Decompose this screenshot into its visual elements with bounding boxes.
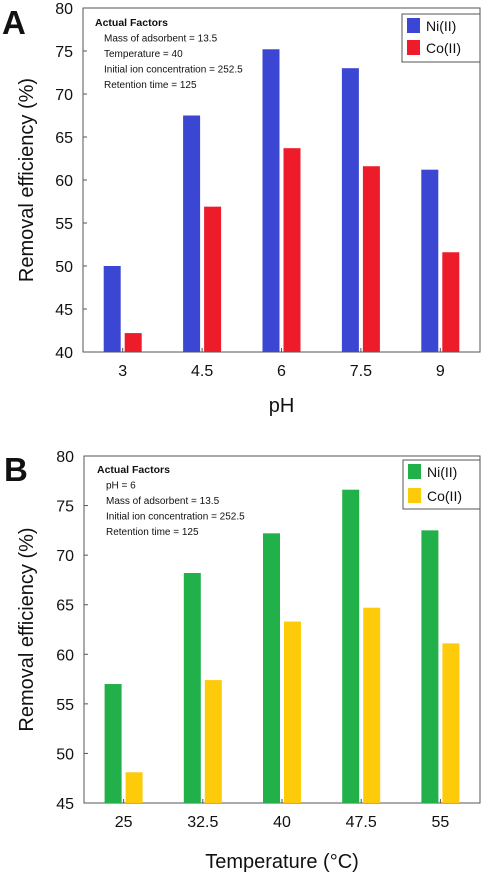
x-tick-label: 55: [432, 814, 450, 831]
bar-co: [442, 643, 460, 803]
bar-ni: [183, 572, 201, 803]
annotation-title: Actual Factors: [97, 464, 170, 476]
legend-swatch: [407, 18, 420, 33]
y-tick-label: 80: [55, 1, 73, 18]
plot-frame: [82, 7, 481, 353]
panel-letter: B: [4, 451, 28, 488]
y-tick-label: 55: [56, 697, 74, 714]
legend-label: Ni(II): [426, 18, 456, 34]
bar-co: [284, 621, 301, 803]
panel-a: A 40 45 50 55 60 65 70 75 80 3 4.5 6 7.5 9 pH Removal ef…: [2, 1, 481, 417]
x-tick-label: 4.5: [191, 363, 213, 380]
bar-ni: [421, 530, 439, 803]
bar-co: [363, 607, 381, 803]
legend-swatch: [407, 40, 420, 55]
y-tick-label: 60: [56, 647, 74, 664]
y-tick-label: 70: [55, 87, 73, 104]
bar-ni: [103, 266, 121, 352]
x-tick-label: 47.5: [346, 814, 377, 831]
annotation-line: Retention time = 125: [106, 527, 199, 538]
annotation-line: Mass of adsorbent = 13.5: [104, 34, 218, 45]
y-tick-label: 60: [55, 173, 73, 190]
y-tick-label: 80: [56, 449, 74, 466]
bar-co: [442, 252, 460, 352]
y-tick-label: 50: [56, 746, 74, 763]
legend-label: Ni(II): [427, 464, 457, 480]
y-tick-label: 45: [55, 302, 73, 319]
bar-co: [124, 333, 142, 352]
y-tick-label: 40: [55, 345, 73, 362]
x-tick-label: 9: [436, 363, 445, 380]
y-tick-label: 65: [56, 598, 74, 615]
bar-ni: [183, 115, 201, 352]
annotation-line: Retention time = 125: [104, 80, 197, 91]
panel-b: B 45 50 55 60 65 70 75 80 25 32.5 40 47.5 55 Temperatu…: [4, 449, 481, 873]
y-tick-label: 75: [56, 499, 74, 516]
y-tick-label: 55: [55, 216, 73, 233]
bar-ni: [104, 684, 122, 803]
x-tick-label: 40: [273, 814, 291, 831]
bar-co: [283, 148, 301, 352]
x-axis-label: Temperature (°C): [205, 851, 359, 873]
bar-ni: [263, 533, 280, 803]
legend-label: Co(II): [426, 40, 461, 56]
legend-swatch: [408, 464, 421, 479]
bar-ni: [262, 49, 280, 352]
annotation-line: Initial ion concentration = 252.5: [104, 65, 243, 76]
bar-co: [204, 680, 222, 803]
y-axis-label: Removal efficiency (%): [16, 527, 38, 731]
annotation-line: Mass of adsorbent = 13.5: [106, 496, 220, 507]
x-tick-label: 6: [277, 363, 286, 380]
y-tick-label: 45: [56, 796, 74, 813]
bar-ni: [342, 489, 360, 803]
legend-swatch: [408, 488, 421, 503]
y-axis-label: Removal efficiency (%): [16, 78, 38, 282]
x-tick-label: 3: [118, 363, 127, 380]
bar-co: [204, 206, 222, 352]
annotation-line: pH = 6: [106, 481, 136, 492]
legend-label: Co(II): [427, 488, 462, 504]
panel-letter: A: [2, 4, 26, 41]
x-axis-label: pH: [269, 395, 295, 417]
legend-box: [401, 13, 481, 63]
y-tick-label: 65: [55, 130, 73, 147]
annotation-title: Actual Factors: [95, 17, 168, 29]
y-tick-label: 50: [55, 259, 73, 276]
bar-co: [125, 772, 143, 803]
annotation-line: Initial ion concentration = 252.5: [106, 512, 245, 523]
x-tick-label: 32.5: [187, 814, 218, 831]
x-tick-label: 7.5: [350, 363, 372, 380]
annotation-line: Temperature = 40: [104, 49, 183, 60]
plot-frame: [83, 455, 481, 804]
y-tick-label: 70: [56, 548, 74, 565]
bar-ni: [421, 169, 439, 352]
bar-co: [362, 166, 380, 352]
bar-ni: [341, 68, 359, 352]
x-tick-label: 25: [115, 814, 133, 831]
y-tick-label: 75: [55, 44, 73, 61]
